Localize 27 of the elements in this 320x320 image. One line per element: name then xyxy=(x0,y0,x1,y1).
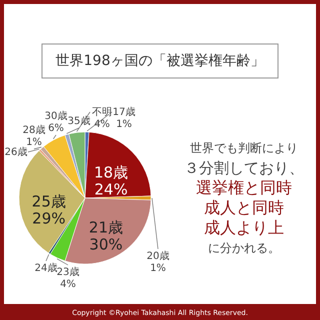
text: 成人と同時 xyxy=(204,198,284,217)
slice-label: 21歳 xyxy=(88,218,124,237)
slice-label: 23歳 xyxy=(56,266,80,278)
slice-label: 25歳 xyxy=(32,192,66,210)
text: 世界でも判断により xyxy=(190,141,298,155)
data-label: 4% xyxy=(60,279,76,290)
data-label: 6% xyxy=(48,123,64,134)
data-label: 1% xyxy=(26,137,42,148)
text: 成人より上 xyxy=(204,218,284,237)
text: に分かれる。 xyxy=(208,241,280,255)
data-label: 29% xyxy=(32,209,66,228)
text: 選挙権と同時 xyxy=(196,178,292,197)
slice-label: 30歳 xyxy=(44,110,68,122)
slice-label: 28歳 xyxy=(22,124,46,136)
data-label: 30% xyxy=(89,236,123,254)
text: ３分割しており、 xyxy=(184,159,304,177)
slice-label: 17歳 xyxy=(112,106,136,118)
slice-label: 20歳 xyxy=(146,250,170,262)
data-label: 1% xyxy=(116,119,132,130)
slice-label: 18歳 xyxy=(94,164,128,182)
chart-title: 世界198ヶ国の「被選挙権年齢」 xyxy=(56,53,264,69)
data-label: 4% xyxy=(94,119,110,130)
slice-label: 26歳 xyxy=(4,146,28,158)
data-label: 24% xyxy=(94,180,128,199)
slice-label: 24歳 xyxy=(34,262,58,274)
data-label: 1% xyxy=(150,263,166,274)
slice-label: 不明 xyxy=(92,107,112,118)
